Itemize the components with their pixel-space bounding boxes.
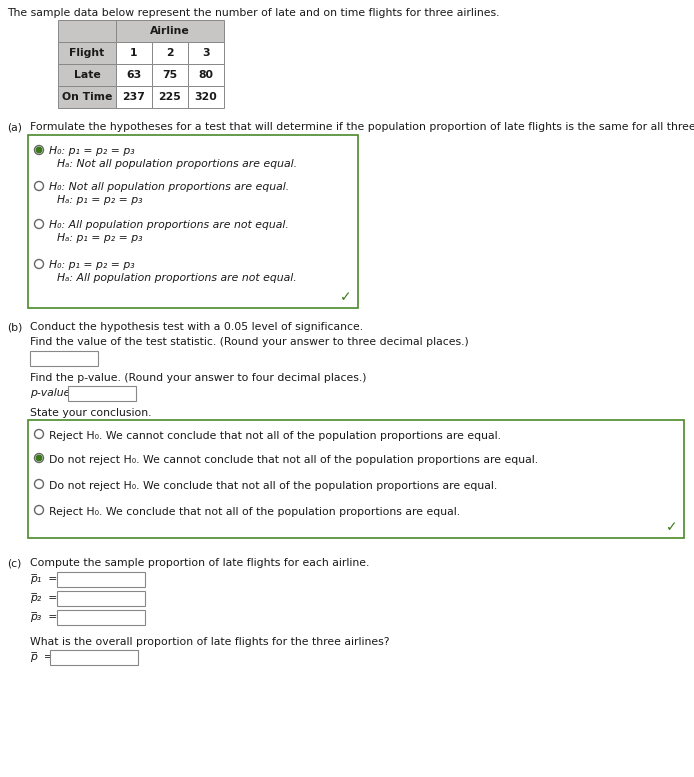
- Text: ✓: ✓: [666, 520, 678, 534]
- Text: 1: 1: [130, 48, 137, 58]
- Text: H₀: p₁ = p₂ = p₃: H₀: p₁ = p₂ = p₃: [49, 146, 135, 156]
- Text: 75: 75: [162, 70, 178, 80]
- Text: (c): (c): [7, 558, 22, 568]
- Text: p̅₃  =: p̅₃ =: [30, 612, 58, 622]
- Bar: [152, 42, 188, 64]
- Bar: [152, 64, 188, 86]
- Bar: [152, 86, 188, 108]
- Text: Flight: Flight: [69, 48, 105, 58]
- Bar: [68, 386, 136, 401]
- Text: Hₐ: Not all population proportions are equal.: Hₐ: Not all population proportions are e…: [57, 159, 297, 169]
- Text: 3: 3: [202, 48, 210, 58]
- Text: Compute the sample proportion of late flights for each airline.: Compute the sample proportion of late fl…: [30, 558, 369, 568]
- Text: On Time: On Time: [62, 92, 112, 102]
- Bar: [28, 135, 358, 308]
- Text: Do not reject H₀. We cannot conclude that not all of the population proportions : Do not reject H₀. We cannot conclude tha…: [49, 455, 538, 465]
- Bar: [30, 351, 98, 366]
- Text: p̅  =: p̅ =: [30, 652, 53, 662]
- Text: p-value =: p-value =: [30, 388, 83, 398]
- Text: Hₐ: p₁ = p₂ = p₃: Hₐ: p₁ = p₂ = p₃: [57, 195, 142, 205]
- Bar: [58, 42, 116, 64]
- Text: Reject H₀. We conclude that not all of the population proportions are equal.: Reject H₀. We conclude that not all of t…: [49, 507, 460, 517]
- Text: Reject H₀. We cannot conclude that not all of the population proportions are equ: Reject H₀. We cannot conclude that not a…: [49, 431, 501, 441]
- Bar: [50, 650, 138, 665]
- Bar: [188, 42, 224, 64]
- Text: 225: 225: [159, 92, 181, 102]
- Text: (b): (b): [7, 322, 22, 332]
- Text: 237: 237: [123, 92, 146, 102]
- Text: Hₐ: p₁ = p₂ = p₃: Hₐ: p₁ = p₂ = p₃: [57, 233, 142, 243]
- Circle shape: [36, 147, 42, 153]
- Text: Airline: Airline: [150, 26, 190, 36]
- Bar: [188, 64, 224, 86]
- Bar: [116, 86, 152, 108]
- Text: p̅₁  =: p̅₁ =: [30, 574, 58, 584]
- Bar: [57, 610, 145, 625]
- Text: ✓: ✓: [340, 290, 352, 304]
- Bar: [116, 20, 224, 42]
- Text: The sample data below represent the number of late and on time flights for three: The sample data below represent the numb…: [7, 8, 500, 18]
- Text: p̅₂  =: p̅₂ =: [30, 593, 58, 603]
- Bar: [58, 86, 116, 108]
- Text: H₀: Not all population proportions are equal.: H₀: Not all population proportions are e…: [49, 182, 289, 192]
- Text: What is the overall proportion of late flights for the three airlines?: What is the overall proportion of late f…: [30, 637, 389, 647]
- Text: 320: 320: [194, 92, 217, 102]
- Text: Find the p-value. (Round your answer to four decimal places.): Find the p-value. (Round your answer to …: [30, 373, 366, 383]
- Bar: [116, 64, 152, 86]
- Text: 63: 63: [126, 70, 142, 80]
- Bar: [58, 20, 116, 42]
- Text: (a): (a): [7, 122, 22, 132]
- Text: H₀: All population proportions are not equal.: H₀: All population proportions are not e…: [49, 220, 289, 230]
- Text: State your conclusion.: State your conclusion.: [30, 408, 151, 418]
- Text: 2: 2: [166, 48, 174, 58]
- Circle shape: [36, 455, 42, 461]
- Text: Formulate the hypotheses for a test that will determine if the population propor: Formulate the hypotheses for a test that…: [30, 122, 694, 132]
- Text: Conduct the hypothesis test with a 0.05 level of significance.: Conduct the hypothesis test with a 0.05 …: [30, 322, 363, 332]
- Text: Find the value of the test statistic. (Round your answer to three decimal places: Find the value of the test statistic. (R…: [30, 337, 468, 347]
- Text: H₀: p₁ = p₂ = p₃: H₀: p₁ = p₂ = p₃: [49, 260, 135, 270]
- Bar: [57, 572, 145, 587]
- Bar: [58, 64, 116, 86]
- Text: Do not reject H₀. We conclude that not all of the population proportions are equ: Do not reject H₀. We conclude that not a…: [49, 481, 497, 491]
- Text: Late: Late: [74, 70, 101, 80]
- Bar: [57, 591, 145, 606]
- Bar: [188, 86, 224, 108]
- Bar: [116, 42, 152, 64]
- Text: Hₐ: All population proportions are not equal.: Hₐ: All population proportions are not e…: [57, 273, 297, 283]
- Text: 80: 80: [198, 70, 214, 80]
- Bar: [28, 420, 684, 538]
